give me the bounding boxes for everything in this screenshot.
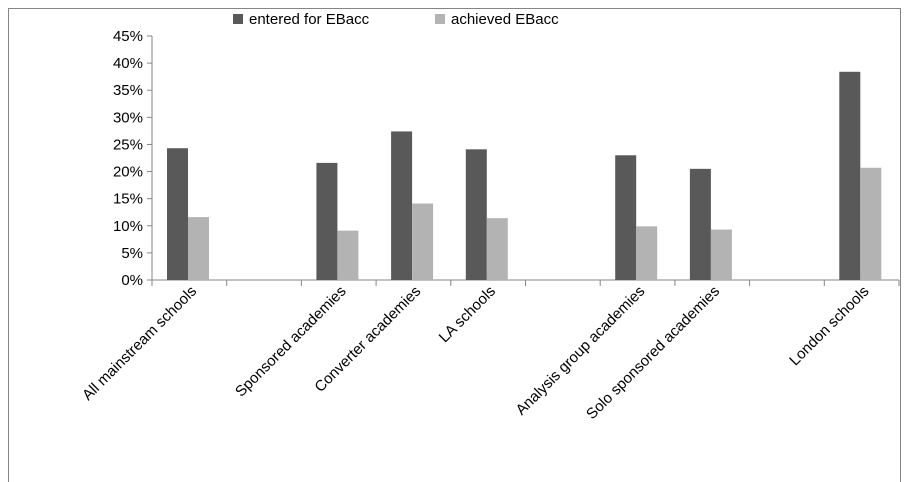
y-tick-label: 25% [113,136,143,153]
legend-label-entered: entered for EBacc [249,11,370,28]
bar-entered [391,131,413,280]
bar-achieved [337,230,359,280]
x-category-label: Solo sponsored academies [583,283,723,423]
bar-entered [316,162,338,280]
y-tick-label: 20% [113,164,143,181]
bar-achieved [188,217,209,280]
bar-achieved [860,167,882,280]
y-tick-label: 15% [113,191,143,208]
bar-entered [689,168,711,280]
y-tick-label: 5% [121,245,143,262]
x-category-label: London schools [786,283,872,369]
bar-achieved [710,229,732,280]
bars [167,71,882,280]
y-tick-label: 35% [113,82,143,99]
y-tick-label: 40% [113,55,143,72]
bar-achieved [412,203,434,280]
y-tick-label: 10% [113,218,143,235]
bar-achieved [636,226,658,280]
x-category-label: Analysis group academies [513,283,649,419]
bar-entered [167,148,188,280]
bar-achieved [486,218,508,280]
y-axis-tick-labels: 0% 5% 10% 15% 20% 25% 30% 35% 40% 45% [113,28,143,289]
bar-entered [839,71,861,280]
y-tick-label: 45% [113,28,143,45]
x-category-label: LA schools [436,283,499,346]
legend: entered for EBacc achieved EBacc [233,11,559,28]
legend-swatch-achieved [435,14,445,24]
x-axis-category-labels: All mainstream schools Sponsored academie… [79,283,872,423]
y-tick-label: 0% [121,272,143,289]
legend-swatch-entered [233,14,243,24]
bar-entered [615,155,637,280]
x-category-label: All mainstream schools [79,283,200,404]
bar-entered [465,149,487,280]
axes [147,35,900,286]
legend-label-achieved: achieved EBacc [451,11,559,28]
chart-border [8,8,901,482]
y-tick-label: 30% [113,109,143,126]
